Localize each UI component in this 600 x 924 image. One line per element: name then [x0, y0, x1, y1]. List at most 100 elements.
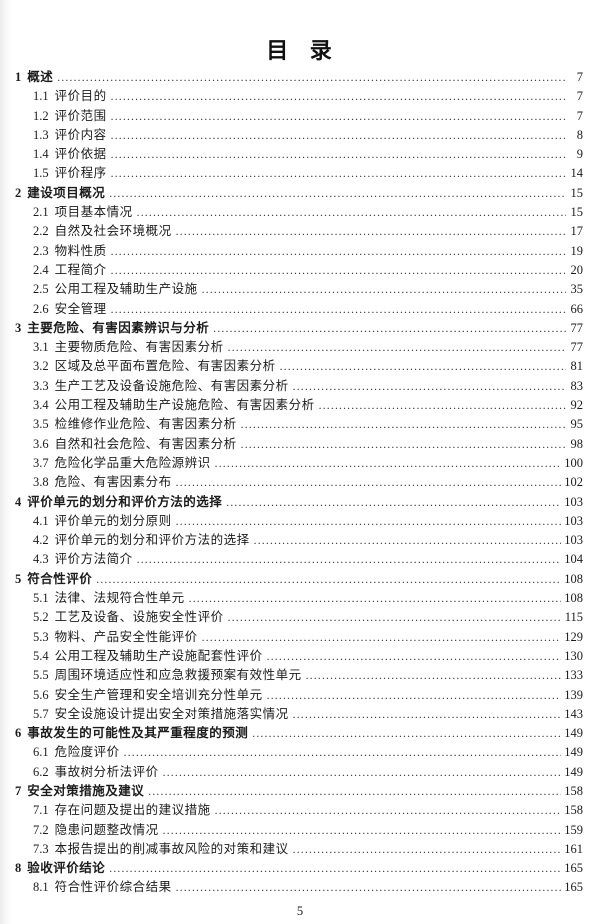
toc-entry-title: 检维修作业危险、有害因素分析	[54, 417, 237, 432]
toc-entry[interactable]: 2.2 自然及社会环境概况 ..........................…	[15, 222, 583, 241]
toc-entry[interactable]: 7.3 本报告提出的削减事故风险的对策和建议 .................…	[15, 840, 583, 859]
toc-entry-page: 77	[570, 340, 584, 355]
toc-entry-page: 8	[576, 127, 583, 142]
toc-entry[interactable]: 4 评价单元的划分和评价方法的选择 ......................…	[15, 493, 583, 512]
toc-entry-number: 3.2	[33, 359, 49, 374]
toc-entry-title: 符合性评价综合结果	[54, 880, 172, 895]
toc-entry-title: 评价单元的划分和评价方法的选择	[27, 494, 223, 509]
toc-entry[interactable]: 2.4 工程简介 ...............................…	[15, 261, 583, 280]
toc-entry[interactable]: 2.3 物料性质 ...............................…	[15, 242, 583, 261]
toc-entry[interactable]: 3 主要危险、有害因素辨识与分析 .......................…	[15, 319, 583, 338]
toc-entry[interactable]: 3.5 检维修作业危险、有害因素分析 .....................…	[15, 415, 583, 434]
toc-leader-dots: ........................................…	[292, 380, 566, 393]
toc-entry-page: 130	[564, 648, 583, 663]
toc-leader-dots: ........................................…	[305, 670, 562, 683]
toc-entry-page: 15	[570, 185, 584, 200]
toc-entry-page: 149	[564, 745, 583, 760]
toc-entry-title: 验收评价结论	[27, 861, 106, 876]
toc-leader-dots: ........................................…	[252, 728, 561, 741]
toc-entry-page: 100	[564, 455, 583, 470]
toc-leader-dots: ........................................…	[175, 515, 562, 528]
toc-entry-page: 103	[564, 533, 583, 548]
toc-entry-page: 129	[564, 629, 583, 644]
toc-entry[interactable]: 1.5 评价程序 ...............................…	[15, 164, 583, 183]
toc-entry-title: 事故树分析法评价	[54, 764, 159, 779]
toc-entry-page: 149	[564, 726, 583, 741]
toc-entry-title: 安全设施设计提出安全对策措施落实情况	[54, 706, 289, 721]
toc-entry[interactable]: 8 验收评价结论 ...............................…	[15, 859, 583, 878]
toc-entry[interactable]: 6.2 事故树分析法评价 ...........................…	[15, 763, 583, 782]
toc-entry[interactable]: 1.1 评价目的 ...............................…	[15, 87, 583, 106]
toc-entry[interactable]: 5.2 工艺及设备、设施安全性评价 ......................…	[15, 608, 583, 627]
toc-entry-number: 5.3	[33, 629, 49, 644]
toc-leader-dots: ........................................…	[110, 264, 566, 277]
toc-entry-number: 1.3	[33, 127, 49, 142]
toc-entry-number: 5.5	[33, 668, 49, 683]
toc-entry[interactable]: 5.6 安全生产管理和安全培训充分性单元 ...................…	[15, 686, 583, 705]
toc-entry[interactable]: 2.5 公用工程及辅助生产设施 ........................…	[15, 280, 583, 299]
toc-entry[interactable]: 3.8 危险、有害因素分布 ..........................…	[15, 473, 583, 492]
toc-entry-page: 35	[570, 282, 584, 297]
toc-entry-number: 7.3	[33, 841, 49, 856]
toc-entry[interactable]: 8.1 符合性评价综合结果 ..........................…	[15, 878, 583, 897]
toc-entry-page: 102	[564, 475, 583, 490]
toc-leader-dots: ........................................…	[214, 805, 562, 818]
toc-leader-dots: ........................................…	[226, 496, 561, 509]
toc-leader-dots: ........................................…	[240, 419, 566, 432]
toc-leader-dots: ........................................…	[318, 400, 566, 413]
toc-entry[interactable]: 5.3 物料、产品安全性能评价 ........................…	[15, 628, 583, 647]
toc-entry[interactable]: 2.1 项目基本情况 .............................…	[15, 203, 583, 222]
toc-entry[interactable]: 3.1 主要物质危险、有害因素分析 ......................…	[15, 338, 583, 357]
toc-entry[interactable]: 6.1 危险度评价 ..............................…	[15, 743, 583, 762]
toc-entry[interactable]: 4.1 评价单元的划分原则 ..........................…	[15, 512, 583, 531]
toc-entry[interactable]: 3.3 生产工艺及设备设施危险、有害因素分析 .................…	[15, 377, 583, 396]
toc-leader-dots: ........................................…	[136, 207, 566, 220]
toc-entry-page: 7	[576, 70, 583, 84]
toc-entry[interactable]: 1.2 评价范围 ...............................…	[15, 107, 583, 126]
toc-entry-page: 108	[564, 571, 583, 586]
toc-entry-number: 7.2	[33, 822, 49, 837]
toc-entry-page: 81	[570, 359, 584, 374]
toc-leader-dots: ........................................…	[148, 785, 561, 798]
toc-leader-dots: ........................................…	[240, 438, 566, 451]
toc-entry[interactable]: 5 符合性评价 ................................…	[15, 570, 583, 589]
toc-entry[interactable]: 5.5 周围环境适应性和应急救援预案有效性单元 ................…	[15, 666, 583, 685]
toc-entry[interactable]: 4.3 评价方法简介 .............................…	[15, 550, 583, 569]
toc-entry-number: 7	[15, 783, 22, 798]
toc-entry[interactable]: 2.6 安全管理 ...............................…	[15, 300, 583, 319]
toc-entry-title: 评价范围	[54, 108, 107, 123]
toc-entry-page: 103	[564, 513, 583, 528]
toc-entry-page: 17	[570, 224, 584, 239]
toc-entry-page: 143	[564, 706, 583, 721]
toc-leader-dots: ........................................…	[110, 110, 566, 123]
toc-entry[interactable]: 1.4 评价依据 ...............................…	[15, 145, 583, 164]
toc-entry[interactable]: 5.1 法律、法规符合性单元 .........................…	[15, 589, 583, 608]
toc-entry[interactable]: 4.2 评价单元的划分和评价方法的选择 ....................…	[15, 531, 583, 550]
toc-entry-page: 77	[570, 320, 584, 335]
toc-entry[interactable]: 7.2 隐患问题整改情况 ...........................…	[15, 821, 583, 840]
toc-entry[interactable]: 1.3 评价内容 ...............................…	[15, 126, 583, 145]
toc-entry-number: 5.6	[33, 687, 49, 702]
toc-entry-number: 8.1	[33, 880, 49, 895]
toc-entry[interactable]: 7.1 存在问题及提出的建议措施 .......................…	[15, 801, 583, 820]
toc-entry-page: 66	[570, 301, 584, 316]
toc-entry[interactable]: 3.6 自然和社会危险、有害因素分析 .....................…	[15, 435, 583, 454]
toc-leader-dots: ........................................…	[96, 573, 561, 586]
toc-entry[interactable]: 5.7 安全设施设计提出安全对策措施落实情况 .................…	[15, 705, 583, 724]
toc-entry-title: 生产工艺及设备设施危险、有害因素分析	[54, 378, 289, 393]
toc-entry-title: 公用工程及辅助生产设施	[54, 282, 198, 297]
toc-leader-dots: ........................................…	[162, 824, 562, 837]
toc-entry[interactable]: 6 事故发生的可能性及其严重程度的预测 ....................…	[15, 724, 583, 743]
toc-entry-title: 存在问题及提出的建议措施	[54, 803, 211, 818]
toc-entry[interactable]: 5.4 公用工程及辅助生产设施配套性评价 ...................…	[15, 647, 583, 666]
toc-entry[interactable]: 3.4 公用工程及辅助生产设施危险、有害因素分析 ...............…	[15, 396, 583, 415]
toc-entry[interactable]: 3.7 危险化学品重大危险源辨识 .......................…	[15, 454, 583, 473]
toc-entry[interactable]: 3.2 区域及总平面布置危险、有害因素分析 ..................…	[15, 357, 583, 376]
toc-entry[interactable]: 1 概述 ...................................…	[15, 68, 583, 87]
toc-entry-title: 建设项目概况	[27, 185, 106, 200]
toc-entry[interactable]: 7 安全对策措施及建议 ............................…	[15, 782, 583, 801]
toc-entry-page: 165	[564, 880, 583, 895]
toc-entry-number: 3.6	[33, 436, 49, 451]
toc-entry[interactable]: 2 建设项目概况 ...............................…	[15, 184, 583, 203]
toc-entry-number: 3	[15, 320, 22, 335]
